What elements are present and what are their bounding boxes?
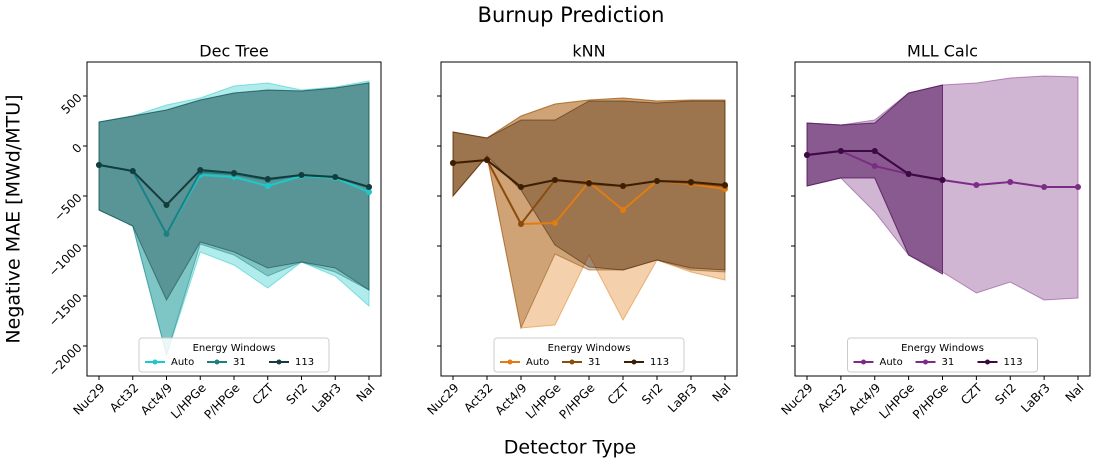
y-tick-label: −1000: [46, 241, 85, 280]
data-point: [518, 221, 524, 227]
data-point: [722, 182, 728, 188]
x-tick-label: CZT: [605, 380, 632, 407]
y-tick-label: −2000: [46, 341, 85, 380]
data-point: [163, 231, 170, 237]
data-point: [332, 174, 339, 180]
x-tick-label: SrI2: [639, 381, 666, 408]
legend-box: [847, 337, 1038, 373]
legend-marker: [276, 359, 282, 365]
x-tick-label: L/HPGe: [523, 381, 564, 422]
data-point: [552, 220, 558, 226]
panel-title: Dec Tree: [199, 42, 268, 61]
data-point: [366, 184, 372, 190]
data-point: [163, 202, 170, 208]
legend-marker: [985, 359, 990, 365]
y-tick-label: −1500: [46, 291, 85, 330]
data-point: [688, 179, 694, 185]
legend-label: 31: [942, 357, 955, 368]
data-point: [264, 176, 271, 182]
data-point: [129, 168, 136, 174]
data-point: [654, 178, 660, 184]
legend-box: [493, 337, 685, 373]
legend-marker: [923, 359, 928, 365]
x-tick-label: Nuc29: [779, 381, 816, 418]
y-axis-label: Negative MAE [MWd/MTU]: [3, 94, 25, 343]
x-tick-label: Act32: [461, 381, 495, 415]
x-tick-label: Act32: [107, 381, 141, 415]
figure-title: Burnup Prediction: [478, 3, 665, 27]
data-point: [1075, 184, 1081, 190]
data-point: [620, 183, 626, 189]
y-tick-label: 500: [58, 91, 84, 117]
data-point: [871, 163, 878, 169]
data-point: [96, 162, 102, 168]
legend-label: Auto: [526, 357, 549, 368]
x-tick-label: NaI: [710, 381, 734, 405]
data-point: [264, 183, 271, 189]
x-axis-label: Detector Type: [504, 437, 636, 459]
legend-label: 31: [588, 357, 601, 368]
x-tick-label: P/HPGe: [556, 381, 597, 422]
data-point: [804, 152, 810, 158]
data-point: [620, 207, 626, 213]
error-band: [452, 97, 726, 330]
data-point: [450, 160, 456, 166]
data-point: [366, 189, 372, 195]
x-tick-label: P/HPGe: [910, 381, 951, 422]
x-tick-label: LaBr3: [665, 381, 700, 416]
error-band: [806, 84, 943, 275]
x-tick-label: Nuc29: [71, 381, 108, 418]
x-tick-label: CZT: [958, 380, 985, 407]
data-point: [871, 148, 878, 154]
x-tick-label: SrI2: [283, 381, 310, 408]
data-point: [939, 177, 946, 183]
data-point: [518, 184, 524, 190]
legend-label: 113: [295, 357, 314, 368]
data-point: [298, 172, 305, 178]
x-tick-label: Act32: [815, 381, 849, 415]
legend-title: Energy Windows: [548, 343, 631, 354]
data-point: [905, 171, 912, 177]
x-tick-label: LaBr3: [309, 381, 344, 416]
panel-title: MLL Calc: [907, 42, 978, 61]
legend-label: Auto: [171, 357, 194, 368]
x-tick-label: P/HPGe: [201, 381, 242, 422]
y-tick-label: −500: [51, 191, 84, 224]
legend-marker: [631, 359, 637, 365]
error-band: [98, 82, 370, 302]
data-point: [231, 170, 237, 176]
x-tick-label: Nuc29: [425, 381, 462, 418]
legend-marker: [507, 359, 513, 365]
legend-title: Energy Windows: [901, 343, 984, 354]
panel-title: kNN: [572, 42, 605, 61]
x-tick-label: NaI: [1063, 381, 1087, 405]
data-point: [973, 182, 980, 188]
x-tick-label: CZT: [250, 380, 277, 407]
x-tick-label: LaBr3: [1018, 381, 1053, 416]
legend-marker: [569, 359, 575, 365]
data-point: [837, 148, 844, 154]
legend-box: [138, 337, 330, 373]
x-tick-label: L/HPGe: [168, 381, 209, 422]
legend-label: Auto: [880, 357, 903, 368]
legend-marker: [861, 359, 866, 365]
y-tick-label: 0: [69, 141, 84, 156]
legend-label: 113: [650, 357, 669, 368]
data-point: [1007, 179, 1014, 185]
x-tick-label: L/HPGe: [876, 381, 917, 422]
legend-marker: [214, 359, 220, 365]
data-point: [586, 180, 592, 186]
data-point: [552, 177, 558, 183]
legend-label: 31: [233, 357, 246, 368]
data-point: [197, 167, 204, 173]
x-tick-label: NaI: [354, 381, 378, 405]
legend-label: 113: [1004, 357, 1023, 368]
data-point: [484, 157, 490, 163]
data-point: [1041, 184, 1048, 190]
legend-title: Energy Windows: [193, 343, 276, 354]
legend-marker: [152, 359, 158, 365]
x-tick-label: SrI2: [992, 381, 1019, 408]
